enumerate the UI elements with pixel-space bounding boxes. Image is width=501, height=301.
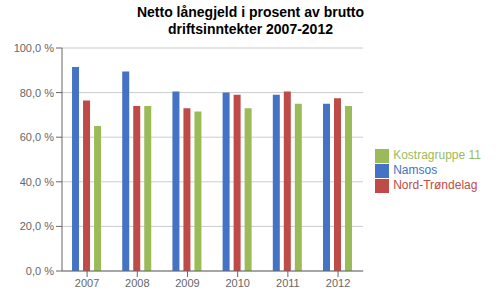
svg-text:20,0 %: 20,0 % [20, 220, 54, 232]
html-text:Nord-Trøndelag: Nord-Trøndelag [393, 177, 478, 192]
svg-text:2007: 2007 [75, 277, 99, 289]
svg-text:2010: 2010 [225, 277, 249, 289]
svg-text:2008: 2008 [125, 277, 149, 289]
svg-text:80,0 %: 80,0 % [20, 87, 54, 99]
svg-text:2009: 2009 [175, 277, 199, 289]
html-text:driftsinntekter 2007-2012: driftsinntekter 2007-2012 [168, 21, 333, 37]
svg-text:40,0 %: 40,0 % [20, 176, 54, 188]
svg-text:60,0 %: 60,0 % [20, 131, 54, 143]
html-text:Namsos: Namsos [393, 163, 438, 178]
svg-text:0,0 %: 0,0 % [26, 265, 54, 277]
svg-text:2012: 2012 [326, 277, 350, 289]
html-text:Kostragruppe 11: Kostragruppe 11 [393, 148, 481, 163]
svg-text:100,0 %: 100,0 % [14, 42, 55, 54]
html-text:Netto lånegjeld i prosent av b: Netto lånegjeld i prosent av brutto [136, 4, 365, 20]
svg-text:2011: 2011 [276, 277, 300, 289]
